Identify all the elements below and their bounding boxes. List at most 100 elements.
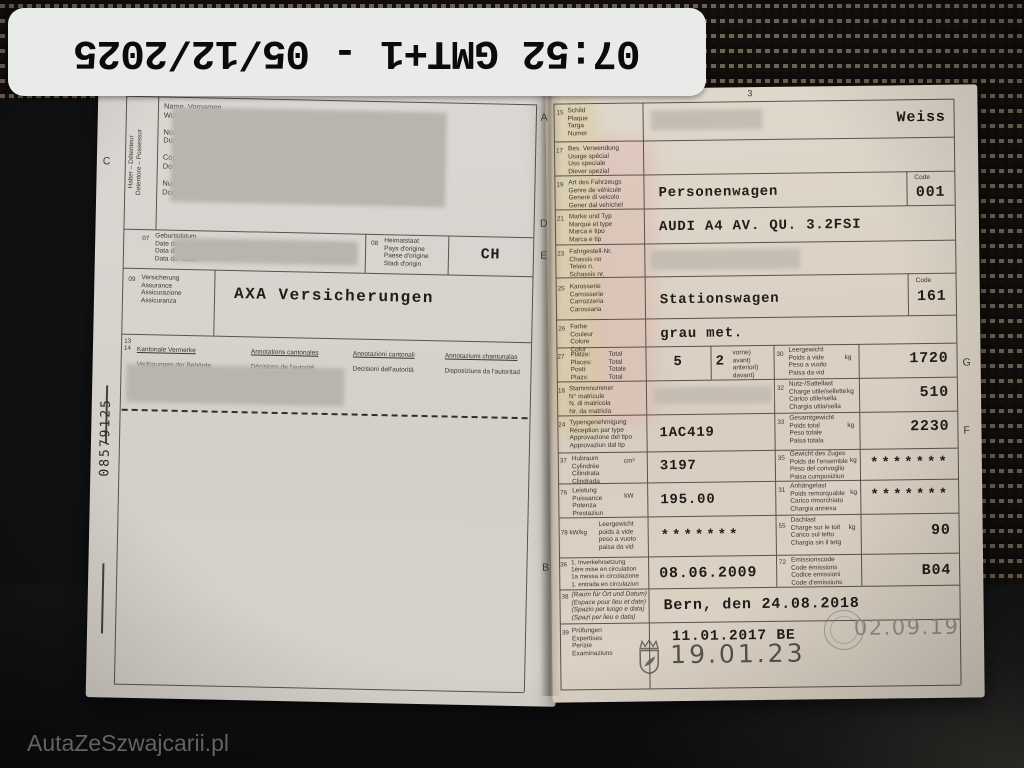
field-32-label: Nutz-/Sattellast Charge utile/sellette C… [788, 380, 847, 411]
registration-right-page: 3 A D E B G F 15 Schild P [540, 84, 985, 703]
field-19-label: Art des Fahrzeugs Genre de véhicule Gene… [568, 178, 623, 209]
redaction-plate-number [650, 109, 763, 131]
field-72-label: Emissionscode Code émissions Codice emis… [790, 556, 843, 587]
field-21-value: AUDI A4 AV. QU. 3.2FSI [658, 216, 862, 236]
field-37-label: Hubraum Cylindrée Cilindrata Clindrada [571, 455, 600, 485]
field-30-num: 30 [776, 350, 784, 358]
field-39-num: 39 [561, 629, 569, 637]
cantonal-col2-l1: Annotations cantonales [250, 347, 319, 357]
field-19-value: Personenwagen [658, 183, 779, 202]
field-07-num: 07 [142, 235, 150, 243]
field-32-value: 510 [919, 383, 950, 402]
field-36-value: 08.06.2009 [659, 564, 758, 583]
document-serial-number: 08579125 [97, 397, 114, 477]
field-35-value: ******* [869, 454, 950, 472]
field-25-code-label: Code [915, 276, 932, 285]
page-fold-shadow [540, 88, 562, 696]
inspection-stamp-2019: 02.09.19 [853, 614, 960, 640]
field-78-value: ******* [660, 527, 741, 545]
cantonal-col4-l1: Annotaziuns chantunalas [444, 351, 518, 361]
field-32-unit: kg [846, 387, 854, 395]
holder-vertical-label: Halter – Détenteur Detentore – Possessur [127, 128, 144, 196]
field-76-unit: kW [624, 492, 634, 500]
redaction-birthdate [172, 237, 359, 266]
field-35-unit: kg [849, 456, 857, 464]
section-marker-c: C [102, 155, 111, 168]
field-31-unit: kg [850, 488, 858, 496]
field-33-value: 2230 [910, 417, 950, 436]
field-37-unit: cm³ [623, 457, 635, 465]
field-32-num: 32 [776, 384, 784, 392]
field-76-label: Leistung Puissance Potenza Prestaziun [572, 487, 604, 517]
redaction-stock-number [653, 385, 773, 405]
field-38-value: Bern, den 24.08.2018 [663, 594, 860, 615]
field-23-label: Fahrgestell-Nr. Chassis no Telaio n. Sch… [569, 247, 612, 278]
field-55-unit: kg [848, 523, 856, 531]
field-38-num: 38 [561, 593, 569, 601]
cantonal-col4-l2: Disposiziuns da l'autoritad [444, 367, 520, 376]
field-15-value: Weiss [896, 108, 946, 127]
timestamp-overlay: 07:52 GMT+1 - 05/12/2025 [8, 8, 706, 96]
redaction-chassis-number [650, 248, 801, 271]
field-27-label: Plätze: Places: Posti: Plazs: [570, 351, 592, 381]
field-09-value: AXA Versicherungen [233, 285, 435, 308]
field-55-value: 90 [930, 521, 951, 539]
field-78-num: 78 kW/kg [560, 529, 587, 537]
timestamp-text: 07:52 GMT+1 - 05/12/2025 [73, 29, 641, 75]
field-26-label: Farbe Couleur Colore Colur [570, 323, 594, 353]
field-27-value: 5 [673, 354, 683, 371]
field-27-front-label: vorne) avant) anteriori) davant) [732, 349, 759, 379]
field-33-unit: kg [847, 421, 855, 429]
redaction-cantonal-notes [125, 363, 345, 407]
field-72-num: 72 [779, 558, 787, 566]
registration-left-page: 01-50 C Halter – Détenteur Detentore – P… [85, 85, 569, 707]
redaction-holder-name [170, 106, 447, 208]
perforation-dashed-line [121, 408, 528, 420]
field-27-value-front: 2 [715, 353, 725, 370]
field-36-label: 1. Inverkehrsetzung 1ère mise en circula… [571, 558, 640, 588]
field-09-num: 09 [128, 275, 136, 283]
field-72-value: B04 [921, 561, 952, 580]
field-24-value: 1AC419 [659, 424, 715, 442]
field-55-label: Dachlast Charge sur le toit Carico sul t… [790, 516, 842, 547]
field-13-14-nums: 13 14 [123, 337, 132, 353]
watermark-text: AutaZeSzwajcarii.pl [27, 730, 229, 756]
bern-bear-stamp-icon [639, 639, 660, 675]
field-76-value: 195.00 [660, 491, 716, 509]
field-78-label: Leergewicht poids à vide peso a vuoto pa… [598, 520, 637, 551]
margin-letter-g: G [962, 356, 971, 369]
field-27-label-total: Total Total Totale Total [608, 350, 627, 381]
cantonal-col3-l2: Decisioni dell'autorità [352, 365, 414, 374]
field-08-label: Heimatstaat Pays d'origine Paese d'origi… [383, 237, 429, 268]
field-26-value: grau met. [660, 325, 744, 343]
field-08-value: CH [480, 246, 501, 264]
field-37-value: 3197 [659, 457, 697, 475]
field-21-label: Marke und Typ Marque et type Marca e tip… [568, 212, 613, 243]
field-39-label: Prüfungen Expertises Perizie Examinaziun… [571, 627, 613, 657]
field-35-label: Gewicht des Zuges Poids de l'ensemble Pe… [789, 450, 848, 481]
field-33-label: Gesamtgewicht Poids total Peso totale Pa… [789, 414, 835, 445]
field-19-code: 001 [915, 183, 946, 202]
field-31-num: 31 [778, 486, 786, 494]
field-35-num: 35 [777, 454, 785, 462]
field-08-num: 08 [371, 239, 379, 248]
page-number: 3 [747, 88, 753, 99]
field-17-label: Bes. Verwendung Usage spécial Uso specia… [567, 144, 619, 175]
field-30-value: 1720 [909, 349, 949, 368]
margin-letter-f: F [963, 424, 970, 437]
field-33-num: 33 [777, 418, 785, 426]
field-31-label: Anhängelast Poids remorquable Carico rim… [790, 482, 845, 513]
field-25-value: Stationswagen [659, 290, 780, 309]
field-38-label: (Raum für Ort und Datum) (Espace pour li… [571, 590, 647, 621]
field-31-value: ******* [870, 486, 951, 504]
field-55-num: 55 [778, 522, 786, 530]
cantonal-col3: Annotazioni cantonali Decisioni dell'aut… [352, 343, 415, 374]
field-15-label: Schild Plaque Targa Numer [567, 107, 588, 137]
inspection-stamp-2023: 19.01.23 [670, 638, 806, 670]
field-30-unit: kg [844, 353, 852, 362]
cantonal-col3-l1: Annotazioni cantonali [352, 350, 415, 359]
field-18-label: Stammnummer N° matricule N. di matricola… [568, 384, 614, 415]
cantonal-col1-l1: Kantonale Vermerke [136, 345, 196, 354]
field-25-label: Karosserie Carrosserie Carrozzeria Caros… [569, 282, 604, 313]
